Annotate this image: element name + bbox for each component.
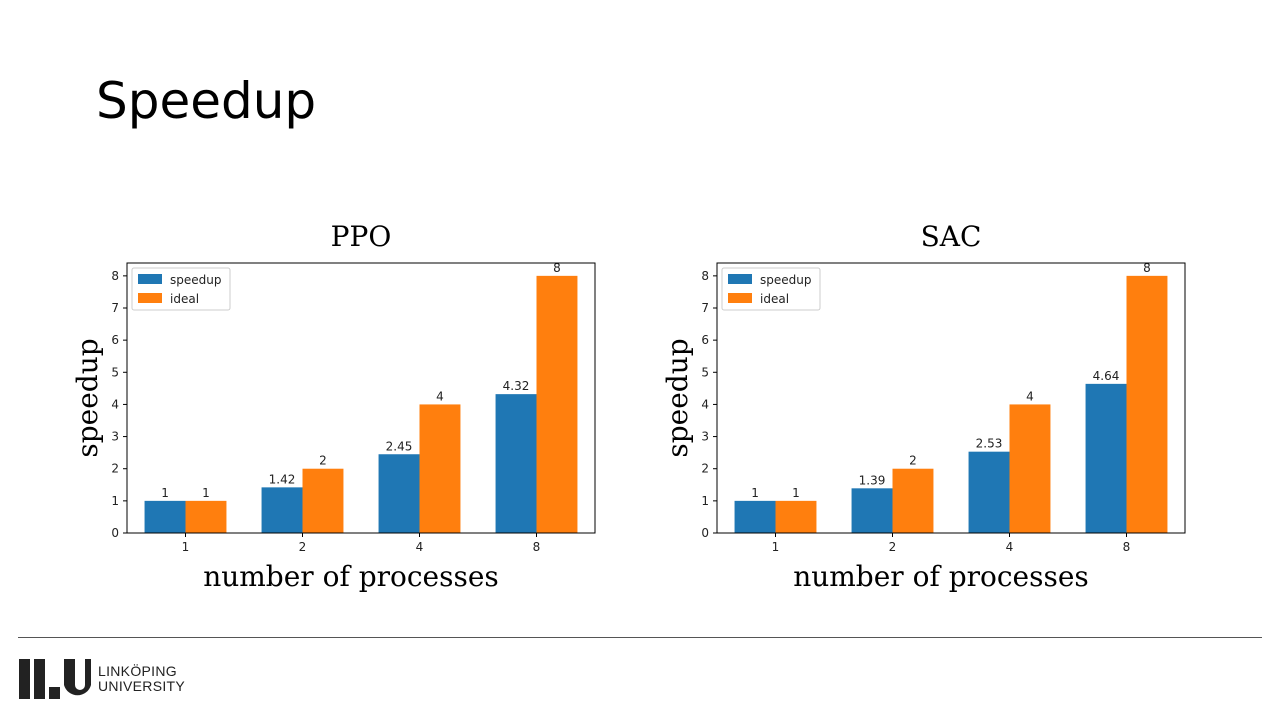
legend-swatch-speedup: [728, 274, 752, 284]
legend-label-speedup: speedup: [760, 273, 811, 287]
data-label-speedup-8: 4.64: [1093, 369, 1120, 383]
legend-label-ideal: ideal: [170, 292, 199, 306]
y-axis-label: speedup: [71, 338, 104, 457]
x-tick-label: 8: [533, 540, 541, 554]
bar-speedup-2: [261, 487, 303, 533]
data-label-ideal-4: 4: [1026, 389, 1034, 403]
bar-speedup-2: [851, 488, 893, 533]
bar-ideal-4: [1009, 404, 1051, 533]
legend-swatch-speedup: [138, 274, 162, 284]
bar-ideal-2: [892, 468, 934, 533]
bar-ideal-1: [185, 500, 227, 533]
sac-speedup-chart: SAC 1 1 1 1.39 2 2 2.53 4 4 4.64 8 8 0 1 2 3 4 5 6 7 8 number …: [645, 210, 1205, 610]
plot-frame: [716, 262, 1186, 534]
x-tick-label: 2: [299, 540, 307, 554]
data-label-speedup-8: 4.32: [503, 379, 530, 393]
bar-speedup-1: [734, 500, 776, 533]
y-axis-label: speedup: [661, 338, 694, 457]
y-tick-label: 2: [111, 462, 119, 476]
bar-speedup-8: [1085, 383, 1127, 533]
data-label-speedup-1: 1: [161, 486, 169, 500]
data-label-ideal-1: 1: [792, 486, 800, 500]
liu-logo-icon: [19, 659, 91, 699]
y-tick-label: 4: [701, 397, 709, 411]
y-tick-label: 2: [701, 462, 709, 476]
bar-speedup-8: [495, 394, 537, 533]
legend-label-speedup: speedup: [170, 273, 221, 287]
slide-title: Speedup: [96, 72, 317, 130]
x-tick-label: 1: [772, 540, 780, 554]
y-tick-label: 8: [701, 269, 709, 283]
y-tick-label: 7: [111, 301, 119, 315]
legend-label-ideal: ideal: [760, 292, 789, 306]
data-label-speedup-2: 1.42: [269, 472, 296, 486]
data-label-ideal-1: 1: [202, 486, 210, 500]
y-tick-label: 5: [111, 365, 119, 379]
logo-text-line1: LINKÖPING: [98, 663, 177, 679]
x-axis-label: number of processes: [793, 560, 1089, 593]
y-tick-label: 6: [701, 333, 709, 347]
ppo-chart-svg: PPO 1 1 1 1.42 2 2 2.45 4 4 4.32 8 8 0 1 2 3 4 5 6 7 8 number …: [71, 220, 596, 593]
y-tick-label: 1: [701, 494, 709, 508]
legend-swatch-ideal: [728, 293, 752, 303]
bar-ideal-4: [419, 404, 461, 533]
bar-ideal-8: [536, 275, 578, 533]
data-label-ideal-8: 8: [553, 261, 561, 275]
chart-title: PPO: [331, 220, 392, 253]
chart-legend: speedup ideal: [721, 267, 821, 311]
data-label-speedup-4: 2.45: [386, 439, 413, 453]
plot-frame: [126, 262, 596, 534]
footer-divider: [18, 637, 1262, 638]
data-label-ideal-4: 4: [436, 389, 444, 403]
bar-speedup-4: [968, 451, 1010, 533]
x-tick-label: 4: [416, 540, 424, 554]
data-label-ideal-8: 8: [1143, 261, 1151, 275]
logo-text-line2: UNIVERSITY: [98, 678, 186, 694]
y-tick-label: 0: [111, 526, 119, 540]
bar-speedup-4: [378, 454, 420, 533]
sac-chart-svg: SAC 1 1 1 1.39 2 2 2.53 4 4 4.64 8 8 0 1 2 3 4 5 6 7 8 number …: [661, 220, 1186, 593]
y-tick-label: 1: [111, 494, 119, 508]
chart-legend: speedup ideal: [131, 267, 231, 311]
bar-ideal-1: [775, 500, 817, 533]
data-label-ideal-2: 2: [909, 454, 917, 468]
chart-title: SAC: [921, 220, 982, 253]
data-label-ideal-2: 2: [319, 454, 327, 468]
data-label-speedup-2: 1.39: [859, 473, 886, 487]
y-tick-label: 3: [701, 430, 709, 444]
data-label-speedup-4: 2.53: [976, 437, 1003, 451]
bar-ideal-2: [302, 468, 344, 533]
x-tick-label: 2: [889, 540, 897, 554]
x-tick-label: 4: [1006, 540, 1014, 554]
y-tick-label: 6: [111, 333, 119, 347]
bar-ideal-8: [1126, 275, 1168, 533]
bar-speedup-1: [144, 500, 186, 533]
legend-swatch-ideal: [138, 293, 162, 303]
y-tick-label: 7: [701, 301, 709, 315]
data-label-speedup-1: 1: [751, 486, 759, 500]
y-tick-label: 0: [701, 526, 709, 540]
y-tick-label: 5: [701, 365, 709, 379]
university-logo: LINKÖPING UNIVERSITY: [18, 656, 185, 702]
y-tick-label: 3: [111, 430, 119, 444]
y-tick-label: 8: [111, 269, 119, 283]
x-tick-label: 1: [182, 540, 190, 554]
x-axis-label: number of processes: [203, 560, 499, 593]
ppo-speedup-chart: PPO 1 1 1 1.42 2 2 2.45 4 4 4.32 8 8 0 1 2 3 4 5 6 7 8 number …: [55, 210, 615, 610]
x-tick-label: 8: [1123, 540, 1131, 554]
y-tick-label: 4: [111, 397, 119, 411]
